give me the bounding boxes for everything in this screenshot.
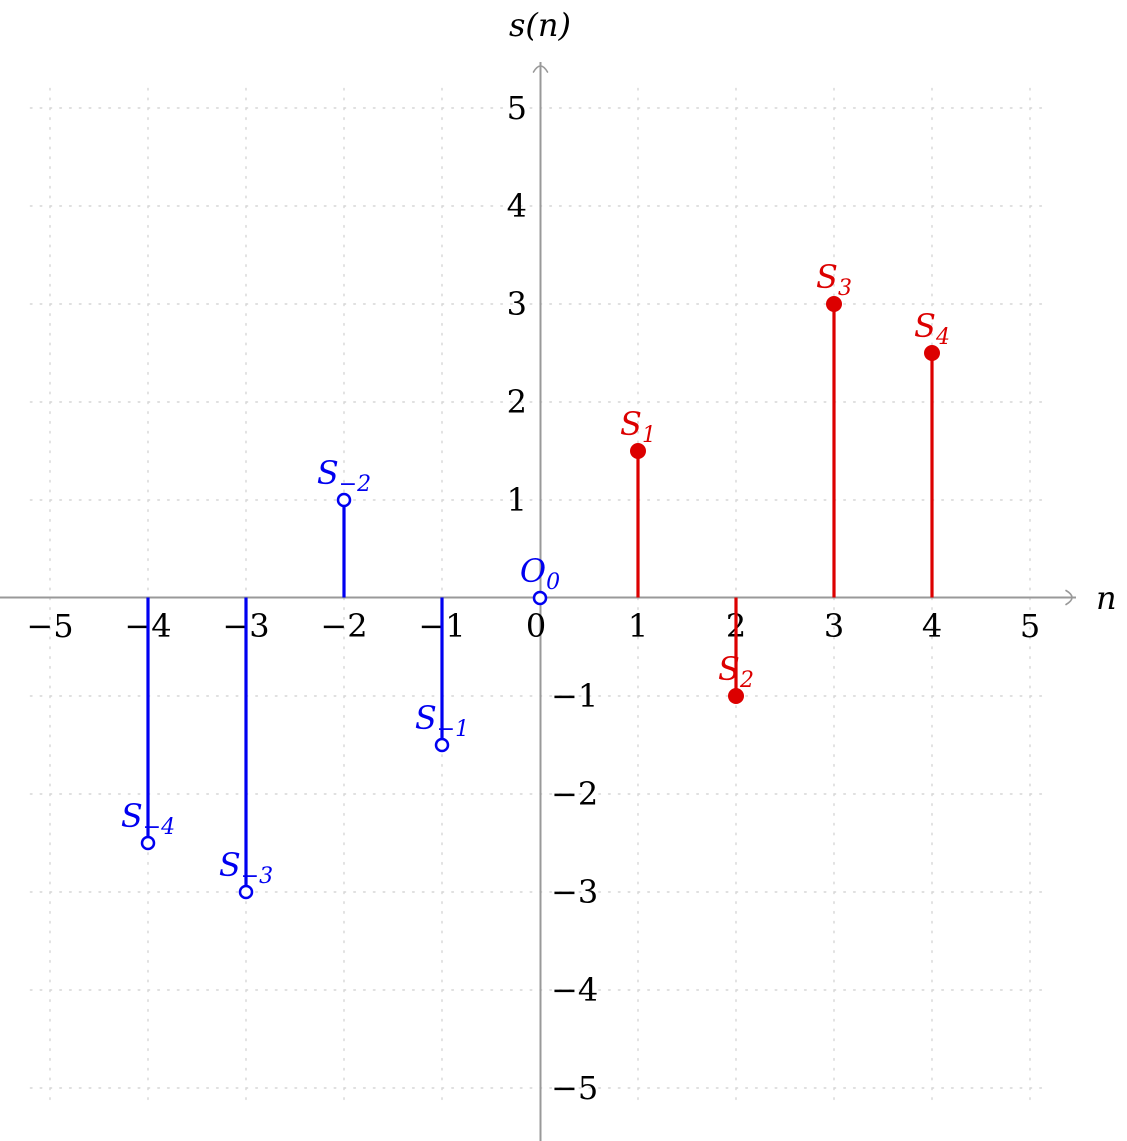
x-tick-label--2: −2	[320, 607, 367, 645]
y-tick-label--4: −4	[551, 971, 598, 1009]
y-tick-label--5: −5	[551, 1069, 598, 1107]
point-label-n-2: S−2	[317, 454, 371, 497]
point-label-n-4: S−4	[121, 797, 175, 840]
marker-open-n-3	[238, 884, 254, 900]
y-tick-label--1: −1	[551, 677, 598, 715]
x-tick-label-5: 5	[1020, 607, 1040, 645]
y-tick-label-3: 3	[507, 285, 527, 323]
x-tick-label--5: −5	[26, 607, 73, 645]
marker-filled-n4	[924, 345, 940, 361]
y-tick-label--3: −3	[551, 873, 598, 911]
x-tick-label-1: 1	[628, 607, 648, 645]
y-axis-title: s(n)	[509, 6, 571, 44]
point-label-n3: S3	[816, 258, 852, 301]
point-label-n0: O0	[520, 552, 560, 595]
point-label-n1: S1	[620, 405, 656, 448]
x-axis-arrow-icon	[1065, 589, 1073, 606]
x-tick-label-3: 3	[824, 607, 844, 645]
point-label-n4: S4	[914, 307, 950, 350]
point-label-n2: S2	[718, 650, 754, 693]
marker-filled-n2	[728, 688, 744, 704]
marker-open-n-2	[336, 492, 352, 508]
x-tick-label-4: 4	[922, 607, 942, 645]
marker-open-n-4	[140, 835, 156, 851]
y-tick-label-2: 2	[507, 383, 527, 421]
y-tick-label-5: 5	[507, 89, 527, 127]
y-tick-label-1: 1	[507, 481, 527, 519]
stem-layer	[140, 296, 940, 900]
y-axis-arrow-icon	[532, 65, 549, 73]
y-tick-label--2: −2	[551, 775, 598, 813]
point-label-n-1: S−1	[415, 699, 469, 742]
marker-filled-n1	[630, 443, 646, 459]
marker-filled-n3	[826, 296, 842, 312]
x-axis-title: n	[1096, 579, 1117, 617]
y-tick-label-4: 4	[507, 187, 527, 225]
marker-open-n-1	[434, 737, 450, 753]
x-tick-label-0: 0	[526, 607, 546, 645]
point-label-n-3: S−3	[219, 846, 273, 889]
point-label-layer: S−4 S−3 S−2 S−1 O0 S1 S2 S3 S4	[121, 258, 950, 889]
marker-open-n0	[532, 590, 548, 606]
